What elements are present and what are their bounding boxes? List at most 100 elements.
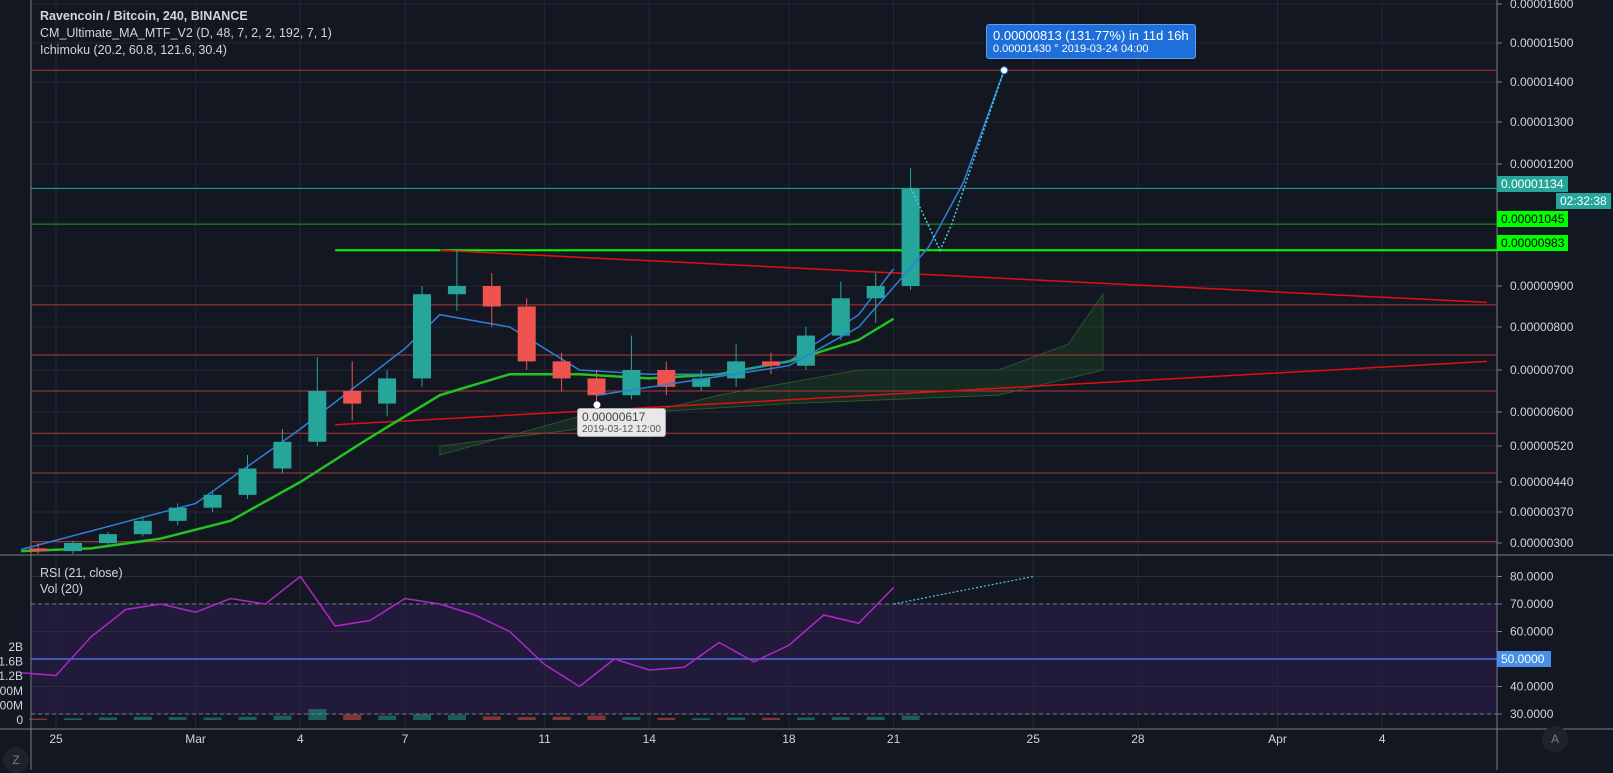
volume-bar xyxy=(29,718,48,720)
volume-bar xyxy=(238,716,257,720)
volume-bar xyxy=(831,717,850,720)
candle-body xyxy=(866,286,885,299)
volume-tick-label: 400M xyxy=(0,698,23,712)
volume-bar xyxy=(343,714,362,720)
projection-tooltip: 0.00000813 (131.77%) in 11d 16h 0.000014… xyxy=(986,24,1196,59)
candle-body xyxy=(587,378,606,396)
volume-tick-label: 1.6B xyxy=(0,655,23,669)
volume-bar xyxy=(98,717,117,720)
candle-body xyxy=(273,441,292,469)
projection-change: 0.00000813 (131.77%) in 11d 16h xyxy=(993,28,1189,43)
rsi-legend: RSI (21, close) Vol (20) xyxy=(40,565,123,597)
y-tick-label: 0.00000300 xyxy=(1510,536,1574,550)
rsi-tick-label: 80.0000 xyxy=(1510,570,1554,584)
y-tick-label: 0.00000900 xyxy=(1510,279,1574,293)
countdown-badge: 02:32:38 xyxy=(1556,193,1611,209)
low-tooltip: 0.00000617 2019-03-12 12:00 xyxy=(577,408,666,437)
volume-bar xyxy=(901,715,920,720)
rsi-tick-label: 30.0000 xyxy=(1510,707,1554,721)
volume-bar xyxy=(727,717,746,720)
candle-body xyxy=(901,188,920,286)
y-tick-label: 0.00000600 xyxy=(1510,405,1574,419)
candle-body xyxy=(831,298,850,336)
x-tick-label: 14 xyxy=(643,732,657,746)
symbol-title: Ravencoin / Bitcoin, 240, BINANCE xyxy=(40,9,248,23)
y-tick-label: 0.00001200 xyxy=(1510,157,1574,171)
indicator-ichimoku-label[interactable]: Ichimoku (20.2, 60.8, 121.6, 30.4) xyxy=(40,43,227,57)
trend-line xyxy=(335,360,1487,426)
candle-body xyxy=(727,361,746,379)
last-price-badge: 0.00001134 xyxy=(1497,176,1568,192)
volume-bar xyxy=(203,717,222,720)
indicator-ma-label[interactable]: CM_Ultimate_MA_MTF_V2 (D, 48, 7, 2, 2, 1… xyxy=(40,26,332,40)
volume-bar xyxy=(378,715,397,720)
volume-bar xyxy=(168,717,187,720)
volume-bar xyxy=(413,714,431,720)
projection-target-point xyxy=(1000,66,1009,75)
projection-target: 0.00001430 ° 2019-03-24 04:00 xyxy=(993,43,1149,55)
x-tick-label: 25 xyxy=(49,732,63,746)
x-tick-label: 18 xyxy=(782,732,796,746)
volume-bar xyxy=(308,709,327,720)
candle-body xyxy=(762,361,780,366)
candle-body xyxy=(64,543,82,552)
candle-body xyxy=(168,507,187,521)
level-badge-983: 0.00000983 xyxy=(1497,235,1569,251)
projection-curve xyxy=(596,70,1005,396)
volume-tick-label: 800M xyxy=(0,684,23,698)
volume-bar xyxy=(517,717,536,720)
level-badge-1045: 0.00001045 xyxy=(1497,211,1569,227)
x-tick-label: 28 xyxy=(1131,732,1145,746)
low-point xyxy=(593,401,601,409)
volume-bar xyxy=(552,716,571,720)
volume-bar xyxy=(273,715,292,720)
volume-bar xyxy=(622,717,641,720)
x-tick-label: 7 xyxy=(402,732,409,746)
x-tick-label: 21 xyxy=(887,732,901,746)
volume-label[interactable]: Vol (20) xyxy=(40,582,84,596)
y-tick-label: 0.00001400 xyxy=(1510,75,1574,89)
rsi-projection-arrow xyxy=(893,575,1034,605)
candle-body xyxy=(378,378,397,404)
volume-tick-label: 1.2B xyxy=(0,669,23,683)
y-tick-label: 0.00001300 xyxy=(1510,115,1574,129)
volume-bar xyxy=(482,716,501,720)
auto-scale-button[interactable]: A xyxy=(1542,726,1568,752)
y-tick-label: 0.00000700 xyxy=(1510,363,1574,377)
candle-body xyxy=(238,468,257,495)
candle-body xyxy=(98,534,117,543)
candle-body xyxy=(552,361,571,379)
volume-bar xyxy=(447,714,466,720)
ma-green-line xyxy=(21,317,895,553)
x-tick-label: 4 xyxy=(1379,732,1386,746)
y-tick-label: 0.00000520 xyxy=(1510,439,1574,453)
y-tick-label: 0.00000370 xyxy=(1510,505,1574,519)
zoom-button[interactable]: Z xyxy=(3,747,29,773)
candle-body xyxy=(29,548,48,552)
projection-path xyxy=(910,70,1005,253)
volume-bar xyxy=(796,717,815,720)
volume-bar xyxy=(133,716,152,720)
rsi-line xyxy=(21,575,895,688)
x-tick-label: 11 xyxy=(538,732,551,746)
volume-tick-label: 2B xyxy=(8,640,23,654)
rsi-tick-label: 70.0000 xyxy=(1510,597,1554,611)
rsi-tick-label: 40.0000 xyxy=(1510,680,1554,694)
candle-body xyxy=(657,370,676,387)
candle-body xyxy=(413,294,431,379)
rsi-label[interactable]: RSI (21, close) xyxy=(40,566,123,580)
trend-line xyxy=(439,249,1487,304)
candle-body xyxy=(343,391,362,404)
volume-bar xyxy=(762,717,780,720)
y-tick-label: 0.00000800 xyxy=(1510,320,1574,334)
low-price: 0.00000617 xyxy=(582,410,646,424)
ma-blue-line xyxy=(20,268,895,551)
volume-bar xyxy=(692,718,711,720)
volume-bar xyxy=(866,716,885,720)
volume-bar xyxy=(64,718,82,720)
candle-body xyxy=(692,378,711,387)
candle-body xyxy=(796,335,815,366)
y-tick-label: 0.00001600 xyxy=(1510,0,1574,11)
volume-bar xyxy=(587,715,606,720)
